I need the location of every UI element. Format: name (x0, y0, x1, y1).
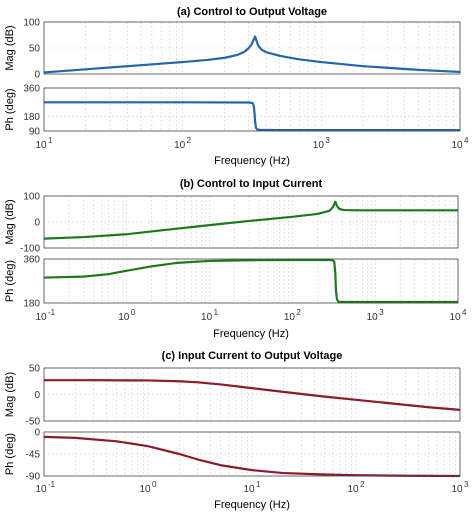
x-tick-base: 10 (174, 140, 186, 151)
x-tick-base: 10 (35, 140, 47, 151)
y-tick-label: 50 (29, 44, 41, 55)
x-axis-label: Frequency (Hz) (213, 328, 289, 340)
x-tick-base: 10 (451, 140, 463, 151)
y-tick-label: -45 (26, 450, 41, 461)
x-tick-label: 10 0 (118, 308, 136, 323)
chart-0: (a) Control to Output Voltage 0 50 100 Mag (… (4, 6, 469, 167)
x-tick-exponent: 1 (48, 136, 53, 145)
x-tick-exponent: 2 (187, 136, 192, 145)
x-tick-base: 10 (347, 484, 359, 495)
x-tick-exponent: -1 (48, 480, 56, 489)
x-tick-base: 10 (367, 312, 379, 323)
series-line (43, 435, 461, 478)
series-line (43, 258, 458, 304)
x-tick-exponent: 1 (256, 480, 261, 489)
x-tick-exponent: 0 (152, 480, 157, 489)
y-tick-label: 50 (29, 364, 41, 375)
panel-0: -100 0 100 Mag (dB) (4, 192, 459, 255)
x-tick-label: 10 -1 (35, 308, 55, 323)
y-tick-label: 0 (34, 428, 40, 439)
panel-0: 0 50 100 Mag (dB) (4, 18, 461, 81)
axes-frame (43, 431, 461, 477)
x-tick-base: 10 (35, 484, 47, 495)
x-tick-label: 10 3 (313, 136, 331, 151)
x-tick-base: 10 (243, 484, 255, 495)
x-tick-base: 10 (451, 484, 463, 495)
x-tick-base: 10 (313, 140, 325, 151)
x-tick-label: 10 3 (451, 480, 469, 495)
x-tick-exponent: 4 (462, 308, 467, 317)
x-axis-label: Frequency (Hz) (214, 499, 290, 511)
x-tick-base: 10 (284, 312, 296, 323)
axes-frame (43, 258, 459, 304)
y-tick-label: 360 (23, 255, 40, 266)
x-tick-label: 10 -1 (35, 480, 55, 495)
y-tick-label: 0 (34, 218, 40, 229)
axes-frame (43, 21, 461, 75)
y-axis-label: Ph (deg) (4, 260, 16, 302)
y-tick-label: -50 (26, 417, 41, 428)
chart-1: (b) Control to Input Current-1000100Mag … (4, 178, 467, 340)
y-tick-label: -100 (20, 244, 40, 255)
x-tick-label: 10 1 (243, 480, 261, 495)
x-tick-label: 10 0 (139, 480, 157, 495)
chart-title: (c) Input Current to Output Voltage (162, 350, 343, 362)
y-tick-label: 100 (23, 18, 40, 29)
series-line (44, 101, 460, 132)
y-tick-label: 100 (23, 192, 40, 203)
x-tick-base: 10 (201, 312, 213, 323)
y-axis-label: Mag (dB) (4, 199, 16, 244)
y-tick-label: -90 (26, 472, 41, 483)
chart-2: (c) Input Current to Output Voltage-5005… (4, 350, 469, 511)
x-tick-label: 10 2 (284, 308, 302, 323)
x-tick-label: 10 4 (449, 308, 467, 323)
chart-title: (b) Control to Input Current (180, 178, 323, 190)
axes-frame (43, 195, 459, 249)
x-tick-label: 10 1 (35, 136, 53, 151)
y-tick-label: 180 (23, 112, 40, 123)
x-tick-exponent: 0 (131, 308, 136, 317)
chart-title: (a) Control to Output Voltage (177, 6, 327, 18)
y-tick-label: 90 (29, 127, 41, 138)
y-tick-label: 180 (23, 299, 40, 310)
x-tick-base: 10 (118, 312, 130, 323)
panel-1: 180 360 Ph (deg) (4, 255, 459, 310)
x-tick-label: 10 2 (174, 136, 192, 151)
x-tick-base: 10 (35, 312, 47, 323)
x-tick-exponent: -1 (48, 308, 56, 317)
y-tick-label: 360 (23, 84, 40, 95)
series-line (43, 200, 458, 240)
x-tick-exponent: 3 (379, 308, 384, 317)
y-tick-label: 0 (34, 70, 40, 81)
y-tick-label: 0 (34, 390, 40, 401)
y-axis-label: Ph (deg) (4, 88, 16, 130)
y-axis-label: Mag (dB) (4, 25, 16, 70)
x-tick-label: 10 1 (201, 308, 219, 323)
axes-frame (43, 87, 461, 132)
series-line (44, 379, 461, 411)
series-line (43, 35, 461, 74)
x-tick-label: 10 2 (347, 480, 365, 495)
x-axis-label: Frequency (Hz) (214, 155, 290, 167)
x-tick-label: 10 4 (451, 136, 469, 151)
x-tick-exponent: 3 (464, 480, 469, 489)
x-tick-base: 10 (449, 312, 461, 323)
panel-1: 90 180 360 Ph (deg) (4, 84, 461, 138)
panel-0: -50 0 50 Mag (dB) (4, 364, 461, 428)
panel-1: -90 -45 0 Ph (deg) (4, 428, 461, 483)
x-tick-exponent: 4 (464, 136, 469, 145)
x-tick-exponent: 2 (360, 480, 365, 489)
x-tick-base: 10 (139, 484, 151, 495)
x-tick-exponent: 2 (296, 308, 301, 317)
x-tick-exponent: 1 (214, 308, 219, 317)
y-axis-label: Mag (dB) (4, 372, 16, 417)
y-axis-label: Ph (deg) (4, 433, 16, 475)
x-tick-exponent: 3 (325, 136, 330, 145)
x-tick-label: 10 3 (367, 308, 385, 323)
axes-frame (43, 367, 461, 422)
